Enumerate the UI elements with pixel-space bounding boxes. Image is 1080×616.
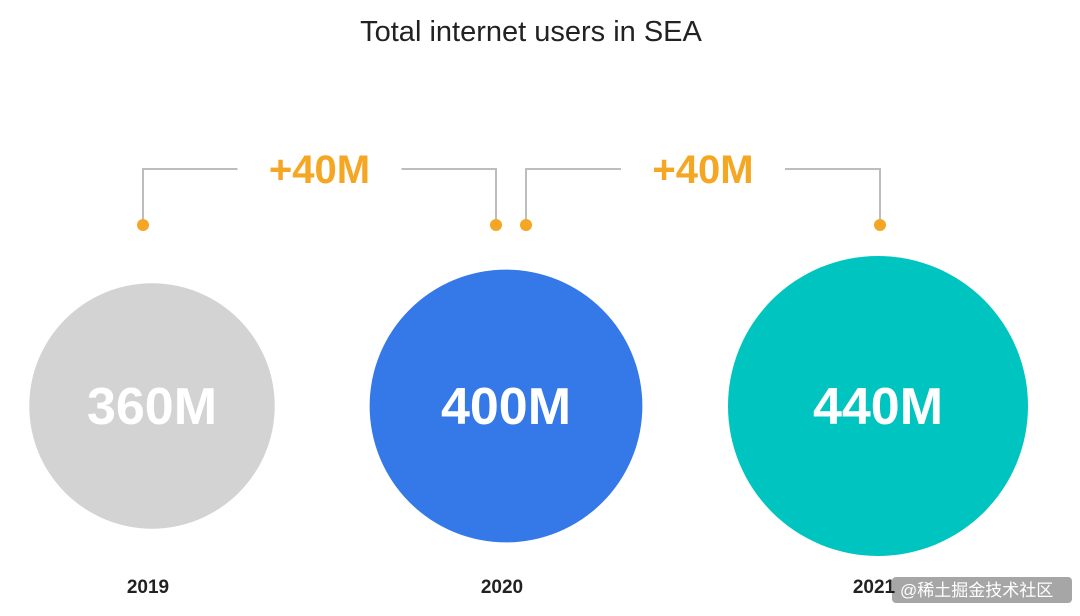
watermark: @稀土掘金技术社区 — [892, 577, 1072, 603]
watermark-background — [892, 577, 1072, 603]
bubble-2021 — [728, 256, 1028, 556]
bracket-dot-end-2 — [874, 219, 886, 231]
growth-label-1: +40M — [269, 148, 370, 192]
bracket-dot-end-1 — [490, 219, 502, 231]
growth-brackets: +40M +40M — [137, 148, 886, 231]
bubble-value-2020: 400M — [441, 378, 571, 436]
bracket-dot-start-2 — [520, 219, 532, 231]
bubble-value-2019: 360M — [87, 378, 217, 436]
growth-label-2: +40M — [652, 148, 753, 192]
watermark-text: @稀土掘金技术社区 — [900, 581, 1053, 600]
user-bubbles: 360M 400M 440M — [29, 256, 1028, 556]
bubble-2019 — [29, 283, 275, 529]
growth-bracket-line-1 — [142, 168, 497, 225]
growth-bracket-line-2 — [525, 168, 881, 225]
bracket-dot-start-1 — [137, 219, 149, 231]
year-label-2019: 2019 — [127, 577, 169, 598]
year-label-2020: 2020 — [481, 577, 523, 598]
chart-title: Total internet users in SEA — [360, 16, 702, 48]
bubble-2020 — [369, 269, 643, 543]
year-labels: 2019 2020 2021 — [127, 577, 896, 598]
bubble-value-2021: 440M — [813, 378, 943, 436]
year-label-2021: 2021 — [853, 577, 896, 598]
